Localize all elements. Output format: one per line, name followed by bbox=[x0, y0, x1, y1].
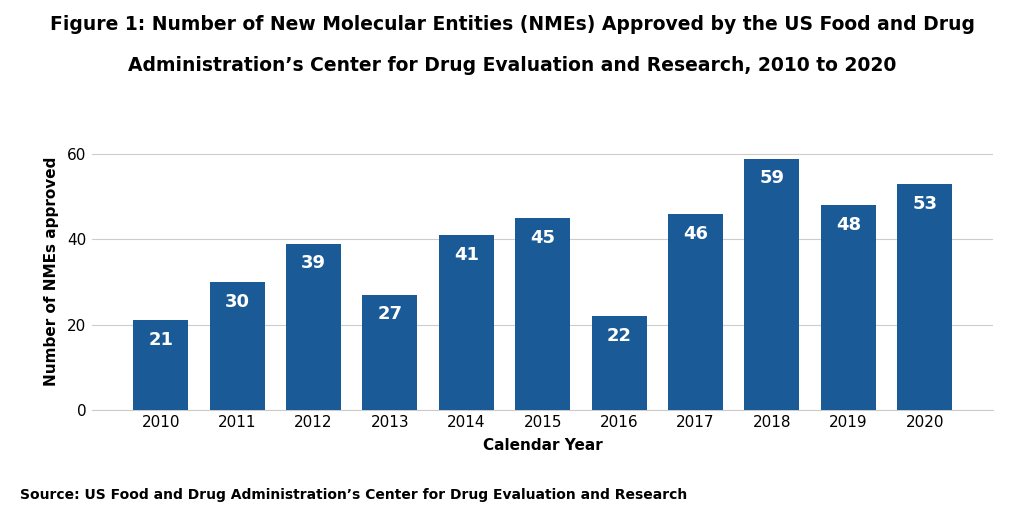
Bar bbox=[133, 321, 188, 410]
Text: 30: 30 bbox=[224, 293, 250, 311]
Text: 41: 41 bbox=[454, 246, 479, 264]
Text: Figure 1: Number of New Molecular Entities (NMEs) Approved by the US Food and Dr: Figure 1: Number of New Molecular Entiti… bbox=[49, 15, 975, 34]
Text: 22: 22 bbox=[606, 327, 632, 345]
Bar bbox=[210, 282, 264, 410]
Text: Source: US Food and Drug Administration’s Center for Drug Evaluation and Researc: Source: US Food and Drug Administration’… bbox=[20, 488, 688, 502]
Text: 59: 59 bbox=[760, 169, 784, 187]
Y-axis label: Number of NMEs approved: Number of NMEs approved bbox=[44, 157, 59, 386]
Bar bbox=[897, 184, 952, 410]
Text: Administration’s Center for Drug Evaluation and Research, 2010 to 2020: Administration’s Center for Drug Evaluat… bbox=[128, 56, 896, 75]
Text: 53: 53 bbox=[912, 195, 937, 213]
Bar bbox=[821, 205, 876, 410]
Bar bbox=[744, 159, 800, 410]
Text: 21: 21 bbox=[148, 331, 173, 349]
Bar bbox=[286, 244, 341, 410]
Text: 48: 48 bbox=[836, 216, 861, 234]
Text: 39: 39 bbox=[301, 254, 326, 272]
Bar bbox=[592, 316, 646, 410]
Text: 45: 45 bbox=[530, 229, 555, 247]
X-axis label: Calendar Year: Calendar Year bbox=[483, 438, 602, 454]
Text: 27: 27 bbox=[378, 305, 402, 324]
Bar bbox=[439, 235, 494, 410]
Bar bbox=[668, 214, 723, 410]
Bar bbox=[362, 295, 418, 410]
Bar bbox=[515, 218, 570, 410]
Text: 46: 46 bbox=[683, 225, 708, 243]
